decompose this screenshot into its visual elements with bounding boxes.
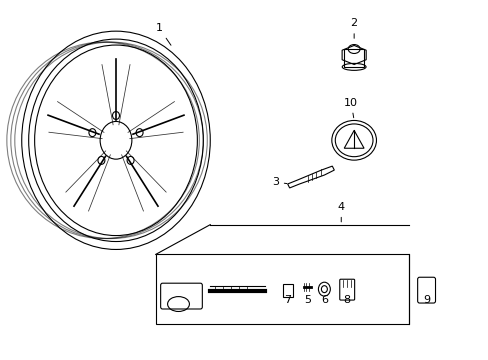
- Text: 4: 4: [337, 202, 344, 222]
- Text: 9: 9: [422, 295, 429, 305]
- Text: 1: 1: [155, 23, 171, 45]
- Text: 2: 2: [350, 18, 357, 38]
- Text: 6: 6: [320, 295, 327, 305]
- Text: 10: 10: [344, 98, 357, 118]
- Text: 8: 8: [343, 295, 350, 305]
- Text: 3: 3: [271, 177, 286, 187]
- Text: 5: 5: [304, 295, 310, 305]
- Text: 7: 7: [284, 295, 291, 305]
